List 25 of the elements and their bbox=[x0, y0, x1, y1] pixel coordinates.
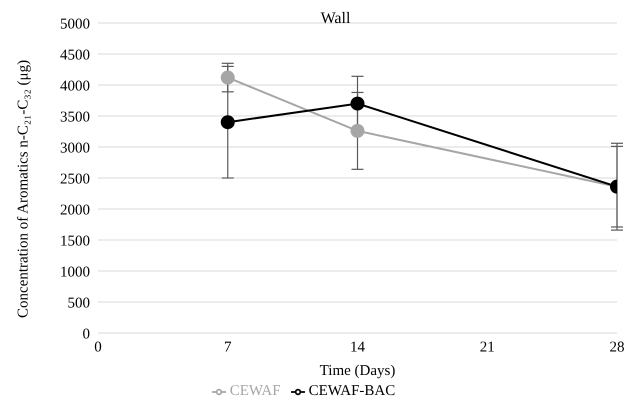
y-tick-label: 4000 bbox=[60, 78, 90, 94]
y-tick-label: 3000 bbox=[60, 140, 90, 156]
point bbox=[220, 115, 235, 130]
y-tick-label: 500 bbox=[68, 295, 90, 312]
point bbox=[350, 124, 364, 138]
y-tick-label: 4500 bbox=[60, 47, 90, 64]
point bbox=[350, 96, 364, 111]
y-tick-label: 1000 bbox=[60, 264, 90, 280]
y-tick-label: 3500 bbox=[60, 109, 90, 126]
y-tick-label: 1500 bbox=[60, 233, 90, 250]
x-tick-label: 7 bbox=[224, 340, 232, 356]
x-axis-title: Time (Days) bbox=[320, 363, 396, 379]
chart-title: Wall bbox=[320, 10, 350, 27]
legend-label: CEWAF bbox=[230, 383, 281, 399]
x-tick-label: 0 bbox=[94, 340, 102, 356]
legend-label: CEWAF-BAC bbox=[308, 383, 396, 399]
y-tick-label: 5000 bbox=[60, 16, 90, 32]
x-tick-label: 14 bbox=[350, 340, 366, 356]
y-tick-label: 2000 bbox=[60, 202, 90, 218]
y-tick-label: 2500 bbox=[60, 171, 90, 188]
x-tick-label: 28 bbox=[610, 340, 624, 356]
point bbox=[220, 70, 235, 85]
x-tick-label: 21 bbox=[480, 340, 495, 356]
y-tick-label: 0 bbox=[82, 326, 90, 342]
y-axis-title: Concentration of Aromatics n-C₂₁-C₃₂ (μg) bbox=[15, 60, 32, 318]
